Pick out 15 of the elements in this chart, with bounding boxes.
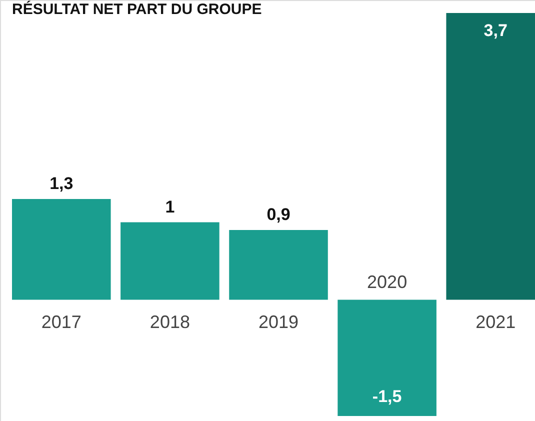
data-label: 3,7 [484,21,508,40]
x-tick-label: 2018 [150,312,190,332]
x-tick-label: 2017 [41,312,82,332]
x-tick-label: 2019 [258,312,299,332]
chart-title: RÉSULTAT NET PART DU GROUPE [12,0,262,18]
data-label: 1,3 [50,174,74,193]
bar [12,199,111,300]
bar [338,300,436,416]
x-tick-label: 2020 [367,272,408,292]
bar [229,230,328,300]
data-label: 0,9 [266,205,290,224]
x-tick-label: 2021 [476,312,516,332]
data-label: 1 [165,197,175,216]
bar [120,222,220,300]
data-label: -1,5 [372,387,402,406]
